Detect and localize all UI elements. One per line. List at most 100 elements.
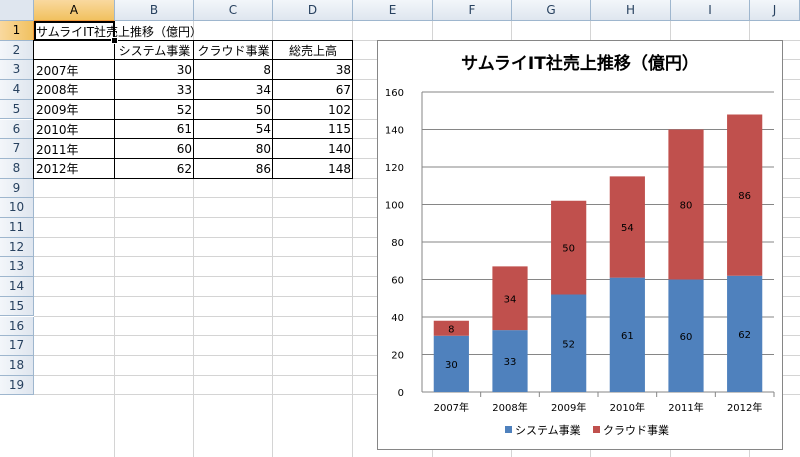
table-cell[interactable]: 50 — [255, 102, 271, 117]
legend-label: システム事業 — [515, 424, 581, 437]
table-cell[interactable]: 30 — [176, 63, 192, 78]
row-header-6[interactable]: 6 — [0, 119, 34, 140]
x-tick-label: 2007年 — [434, 401, 469, 414]
column-header-c[interactable]: C — [194, 0, 273, 21]
table-cell[interactable]: 2007年 — [36, 63, 79, 78]
row-header-7[interactable]: 7 — [0, 139, 34, 159]
data-label: 86 — [738, 191, 751, 202]
bar-cloud — [727, 114, 763, 276]
row-header-16[interactable]: 16 — [0, 316, 34, 337]
table-cell[interactable]: 148 — [328, 161, 351, 176]
y-tick-label: 60 — [391, 276, 404, 287]
row-header-11[interactable]: 11 — [0, 218, 34, 238]
data-label: 60 — [680, 332, 693, 343]
column-header-b[interactable]: B — [115, 0, 194, 21]
table-cell[interactable]: 8 — [263, 63, 271, 78]
row-header-4[interactable]: 4 — [0, 80, 34, 100]
bar-system — [492, 330, 528, 392]
table-cell[interactable]: 140 — [328, 142, 351, 157]
y-tick-label: 120 — [385, 163, 404, 174]
table-border-v — [272, 39, 273, 179]
bar-system — [668, 279, 704, 392]
column-header-a[interactable]: A — [34, 0, 115, 21]
row-header-14[interactable]: 14 — [0, 277, 34, 297]
y-tick-label: 40 — [391, 313, 404, 324]
fill-handle[interactable] — [111, 37, 118, 44]
table-cell[interactable]: 2009年 — [36, 103, 79, 118]
grid-column-line — [272, 21, 273, 457]
row-header-2[interactable]: 2 — [0, 40, 34, 61]
column-header-g[interactable]: G — [512, 0, 591, 21]
row-header-19[interactable]: 19 — [0, 375, 34, 396]
table-cell[interactable]: 2010年 — [36, 122, 79, 137]
x-tick-label: 2012年 — [727, 401, 762, 414]
table-cell[interactable]: 67 — [335, 82, 351, 97]
table-header-cell[interactable] — [34, 41, 115, 61]
table-cell[interactable]: 2012年 — [36, 162, 79, 177]
table-border-v — [352, 39, 353, 179]
row-header-10[interactable]: 10 — [0, 198, 34, 218]
column-header-i[interactable]: I — [671, 0, 750, 21]
table-cell[interactable]: 61 — [176, 122, 192, 137]
title-cell[interactable]: サムライIT社売上推移（億円） — [36, 24, 203, 39]
data-label: 54 — [621, 223, 634, 234]
table-border-v — [33, 39, 34, 179]
select-all-corner[interactable] — [0, 0, 34, 21]
chart-title: サムライIT社売上推移（億円） — [461, 53, 699, 74]
bar-system — [609, 277, 645, 392]
row-header-5[interactable]: 5 — [0, 99, 34, 120]
column-header-d[interactable]: D — [273, 0, 353, 21]
grid-column-line — [114, 21, 115, 457]
table-cell[interactable]: 80 — [255, 142, 271, 157]
column-header-h[interactable]: H — [591, 0, 671, 21]
row-header-3[interactable]: 3 — [0, 60, 34, 81]
legend-label: クラウド事業 — [603, 424, 669, 437]
y-tick-label: 100 — [385, 201, 404, 212]
column-header-e[interactable]: E — [353, 0, 433, 21]
chart-canvas: サムライIT社売上推移（億円） 0 20 40 60 80 100 120 140 160 30 8 2… — [385, 53, 775, 437]
row-header-18[interactable]: 18 — [0, 355, 34, 376]
bar-cloud — [492, 266, 528, 331]
table-cell[interactable]: 60 — [176, 142, 192, 157]
row-header-17[interactable]: 17 — [0, 336, 34, 356]
x-tick-label: 2008年 — [492, 401, 527, 414]
table-cell[interactable]: 38 — [335, 63, 351, 78]
row-header-9[interactable]: 9 — [0, 178, 34, 199]
table-cell[interactable]: 86 — [255, 161, 271, 176]
y-tick-label: 80 — [391, 238, 404, 249]
active-cell-a1[interactable] — [34, 21, 115, 41]
bar-cloud — [433, 320, 469, 336]
table-header-cell[interactable]: 総売上高 — [288, 44, 337, 59]
x-tick-label: 2009年 — [551, 401, 586, 414]
table-cell[interactable]: 2011年 — [36, 142, 79, 157]
row-header-15[interactable]: 15 — [0, 296, 34, 317]
row-header-12[interactable]: 12 — [0, 237, 34, 258]
stacked-bar-chart[interactable]: サムライIT社売上推移（億円） 0 20 40 60 80 100 120 140 160 30 8 2… — [377, 40, 783, 450]
data-label: 34 — [504, 294, 517, 305]
table-cell[interactable]: 33 — [176, 82, 192, 97]
bar-cloud — [668, 129, 704, 280]
table-header-cell[interactable]: クラウド事業 — [197, 44, 270, 59]
y-tick-label: 160 — [385, 88, 404, 99]
x-tick-label: 2011年 — [668, 401, 703, 414]
row-header-1[interactable]: 1 — [0, 21, 34, 41]
table-cell[interactable]: 2008年 — [36, 83, 79, 98]
bar-cloud — [609, 176, 645, 278]
column-header-j[interactable]: J — [750, 0, 800, 21]
table-header-cell[interactable]: システム事業 — [118, 44, 191, 59]
column-header-f[interactable]: F — [433, 0, 512, 21]
table-cell[interactable]: 54 — [255, 122, 271, 137]
table-cell[interactable]: 52 — [176, 102, 192, 117]
table-border-v — [114, 39, 115, 179]
row-header-8[interactable]: 8 — [0, 158, 34, 179]
bar-system — [551, 294, 587, 392]
table-cell[interactable]: 115 — [328, 122, 351, 137]
bar-system — [433, 335, 469, 392]
data-label: 8 — [448, 324, 454, 335]
grid-column-line — [352, 21, 353, 457]
table-cell[interactable]: 62 — [176, 161, 192, 176]
table-cell[interactable]: 102 — [328, 102, 351, 117]
row-header-13[interactable]: 13 — [0, 257, 34, 278]
table-cell[interactable]: 34 — [255, 82, 271, 97]
